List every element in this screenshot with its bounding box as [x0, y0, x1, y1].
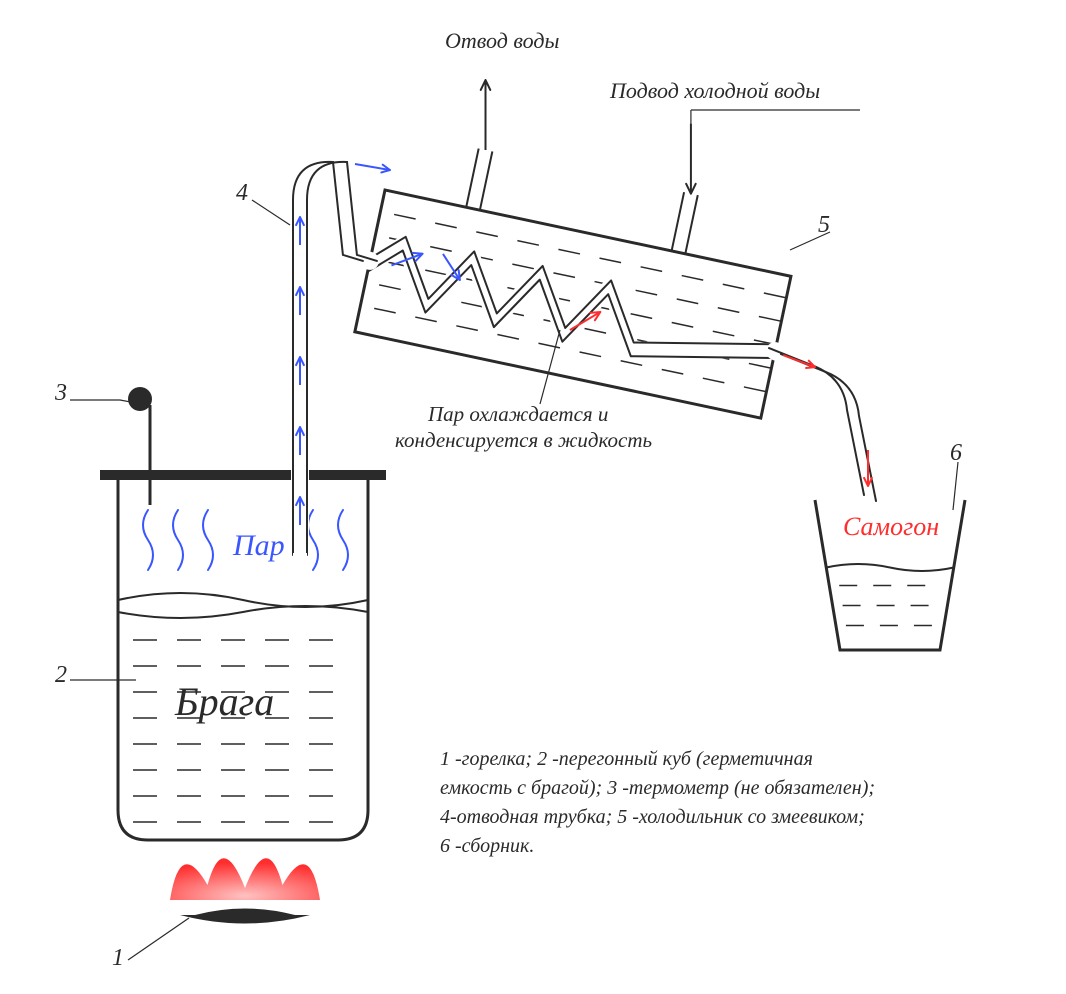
legend-line-1: 1 -горелка; 2 -перегонный куб (герметичн…: [440, 745, 1000, 774]
label-water-in: Подвод холодной воды: [610, 78, 820, 104]
callout-6: 6: [950, 440, 962, 467]
label-product: Самогон: [843, 512, 939, 542]
legend-line-2: емкость с брагой); 3 -термометр (не обяз…: [440, 774, 1000, 803]
label-mash: Брага: [175, 678, 274, 725]
diagram-root: Пар Отвод воды Подвод холодной воды 4 5 …: [0, 0, 1066, 994]
label-condense-2: конденсируется в жидкость: [395, 428, 652, 453]
callout-4: 4: [236, 180, 248, 207]
legend-line-4: 6 -сборник.: [440, 832, 1000, 861]
svg-text:Пар: Пар: [232, 529, 285, 562]
legend-line-3: 4-отводная трубка; 5 -холодильник со зме…: [440, 803, 1000, 832]
label-condense-1: Пар охлаждается и: [428, 402, 608, 427]
callout-5: 5: [818, 212, 830, 239]
callout-3: 3: [55, 380, 67, 407]
callout-1: 1: [112, 945, 124, 972]
callout-2: 2: [55, 662, 67, 689]
legend: 1 -горелка; 2 -перегонный куб (герметичн…: [440, 745, 1000, 861]
label-water-out: Отвод воды: [445, 28, 559, 54]
